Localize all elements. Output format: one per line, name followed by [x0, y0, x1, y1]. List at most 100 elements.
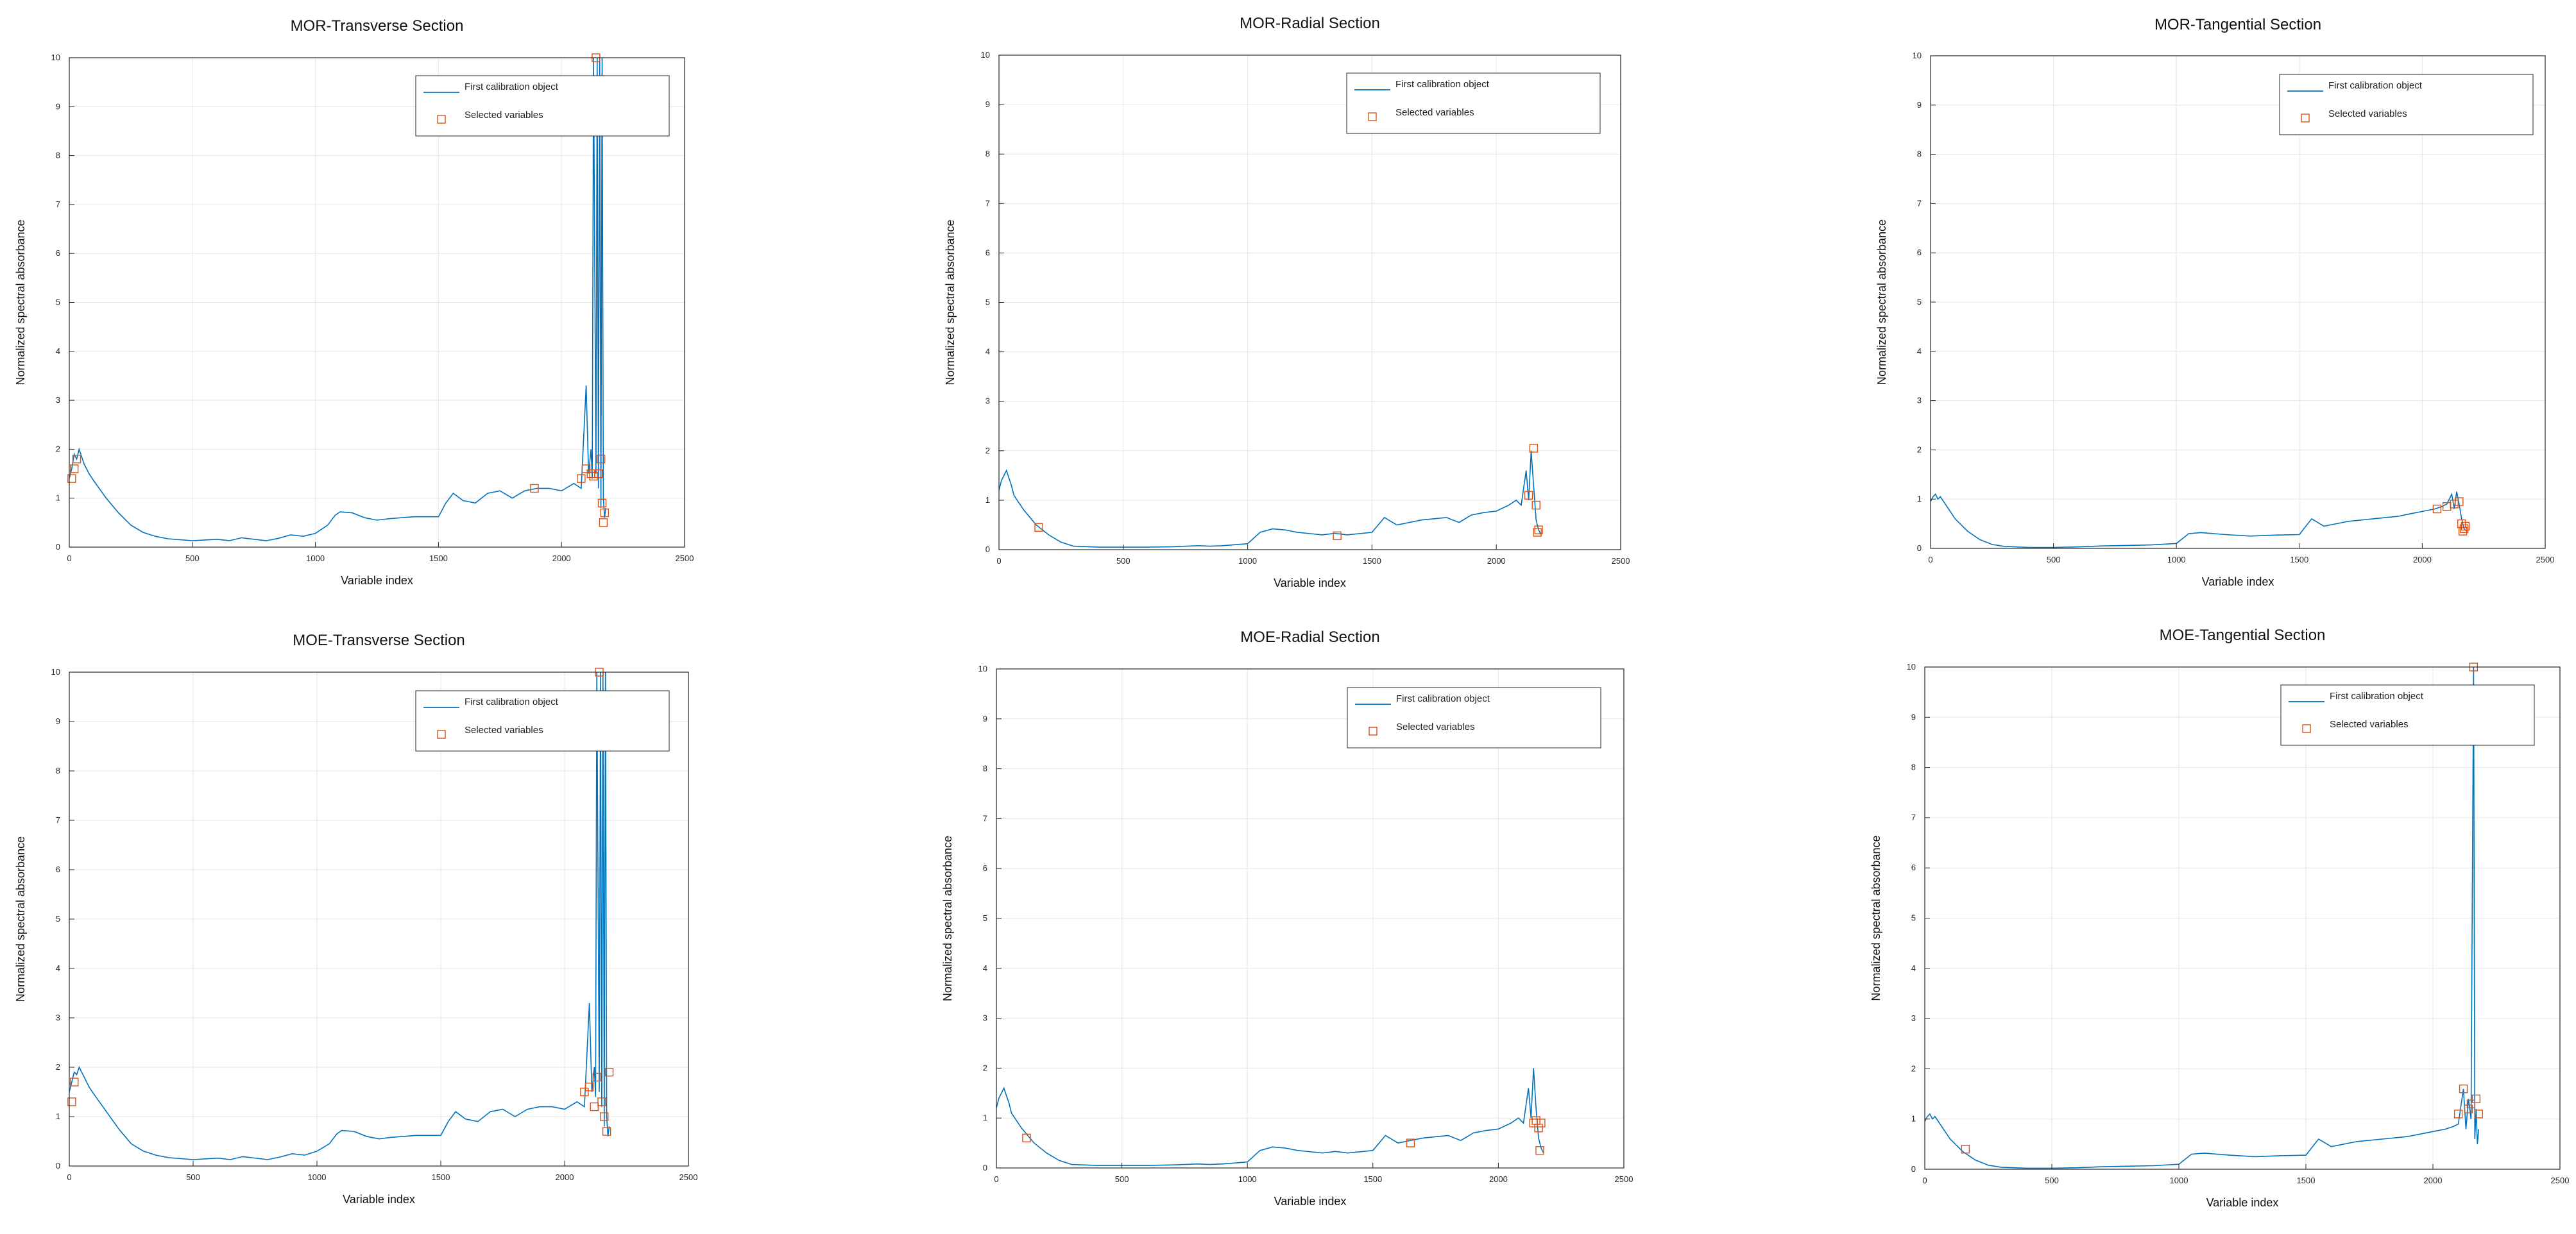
y-tick-label: 0: [1917, 543, 1922, 553]
legend-box: [1346, 72, 1601, 134]
y-tick-label: 5: [1911, 913, 1916, 923]
x-tick-label: 0: [1922, 1176, 1927, 1185]
legend-marker-swatch: [2301, 114, 2310, 123]
y-tick-label: 10: [1913, 51, 1922, 60]
legend-marker-swatch: [2302, 724, 2311, 733]
y-tick-label: 3: [1911, 1013, 1916, 1023]
y-tick-label: 4: [56, 346, 60, 356]
selected-variable-marker: [1333, 531, 1342, 541]
legend-marker-swatch: [437, 115, 446, 124]
x-tick-label: 500: [1115, 1174, 1129, 1184]
legend-box: [1347, 687, 1601, 748]
x-axis-label: Variable index: [1274, 1195, 1347, 1208]
x-tick-label: 2500: [2536, 555, 2555, 564]
legend-label: Selected variables: [2330, 719, 2409, 730]
y-tick-label: 0: [985, 545, 990, 554]
x-tick-label: 500: [2047, 555, 2061, 564]
series-line: [1925, 667, 2480, 1169]
x-tick-label: 2500: [676, 554, 694, 563]
x-tick-label: 2500: [679, 1172, 698, 1182]
y-tick-label: 3: [56, 1013, 60, 1022]
y-tick-label: 3: [1917, 396, 1922, 405]
selected-variable-marker: [1961, 1144, 1970, 1154]
y-tick-label: 9: [56, 716, 60, 726]
selected-variable-marker: [590, 1102, 599, 1111]
legend-box: [415, 690, 670, 752]
y-tick-label: 2: [56, 1062, 60, 1072]
series-line: [996, 1068, 1544, 1166]
y-tick-label: 5: [56, 298, 60, 307]
y-tick-label: 6: [983, 863, 987, 873]
y-tick-label: 1: [1917, 494, 1922, 503]
selected-variable-marker: [1533, 528, 1542, 537]
selected-variable-marker: [70, 1078, 79, 1086]
legend: First calibration object Selected variabl…: [2280, 684, 2535, 746]
y-tick-label: 2: [983, 1063, 987, 1072]
legend-label: First calibration object: [1396, 693, 1490, 704]
legend-box: [2279, 74, 2534, 135]
legend-label: First calibration object: [2330, 691, 2424, 702]
selected-variable-marker: [1524, 491, 1533, 500]
selected-variable-marker: [589, 471, 598, 481]
series-line: [999, 450, 1542, 548]
legend-label: Selected variables: [465, 725, 543, 736]
series-line: [69, 672, 610, 1160]
y-tick-label: 8: [983, 764, 987, 773]
selected-variable-marker: [1537, 1119, 1546, 1128]
chart-title: MOR-Transverse Section: [291, 17, 464, 35]
y-tick-label: 1: [56, 493, 60, 503]
y-tick-label: 0: [983, 1163, 987, 1172]
y-tick-label: 9: [985, 99, 990, 109]
selected-variable-marker: [2471, 1094, 2481, 1104]
x-tick-label: 0: [67, 554, 71, 563]
x-tick-label: 500: [185, 554, 200, 563]
y-tick-label: 1: [56, 1111, 60, 1121]
selected-variable-marker: [2474, 1110, 2483, 1119]
y-tick-label: 8: [56, 151, 60, 160]
selected-variable-marker: [2466, 1099, 2476, 1108]
y-tick-label: 3: [983, 1013, 987, 1023]
y-tick-label: 4: [983, 963, 987, 973]
selected-variable-marker: [530, 484, 539, 493]
y-axis-label: Normalized spectral absorbance: [14, 219, 27, 385]
y-axis-label: Normalized spectral absorbance: [944, 219, 957, 385]
y-tick-label: 3: [56, 395, 60, 405]
legend-marker-swatch: [1369, 727, 1378, 736]
x-tick-label: 500: [2045, 1176, 2059, 1185]
y-tick-label: 0: [56, 542, 60, 552]
selected-variable-marker: [597, 1097, 606, 1106]
selected-variable-marker: [1034, 523, 1043, 532]
selected-variable-marker: [1535, 1146, 1544, 1155]
y-tick-label: 7: [983, 813, 987, 823]
series-line: [69, 58, 606, 541]
x-tick-label: 1000: [1238, 556, 1257, 566]
y-tick-label: 2: [985, 446, 990, 455]
selected-variable-marker: [597, 498, 607, 508]
selected-variable-marker: [67, 474, 76, 483]
x-axis-label: Variable index: [1274, 577, 1346, 589]
selected-variable-marker: [584, 1083, 594, 1092]
selected-variable-marker: [1022, 1133, 1031, 1143]
y-tick-label: 8: [1917, 149, 1922, 159]
chart-title: MOR-Tangential Section: [2154, 16, 2321, 33]
y-tick-label: 10: [51, 667, 60, 677]
selected-variable-marker: [580, 1087, 589, 1097]
x-tick-label: 500: [1116, 556, 1130, 566]
chart-panel: 0 500 1000 1500 2000 2500 0 1 2 3 4 5 6 7 8 9 10 MOE-Tang…: [1870, 627, 2569, 1209]
y-tick-label: 3: [985, 396, 990, 406]
chart-title: MOR-Radial Section: [1240, 15, 1380, 32]
x-tick-label: 2500: [1612, 556, 1630, 566]
x-tick-label: 1000: [306, 554, 325, 563]
chart-panel: 0 500 1000 1500 2000 2500 0 1 2 3 4 5 6 7 8 9 10 MOE-Tran…: [14, 632, 697, 1206]
y-tick-label: 2: [1911, 1063, 1916, 1073]
legend-label: First calibration object: [2328, 80, 2423, 91]
selected-variable-marker: [2432, 504, 2442, 514]
y-tick-label: 7: [1911, 813, 1916, 822]
y-tick-label: 6: [56, 865, 60, 874]
selected-variable-marker: [2458, 527, 2468, 536]
legend-label: First calibration object: [465, 697, 559, 707]
selected-variable-marker: [596, 454, 606, 464]
y-tick-label: 8: [56, 766, 60, 775]
x-axis-label: Variable index: [2202, 575, 2274, 588]
